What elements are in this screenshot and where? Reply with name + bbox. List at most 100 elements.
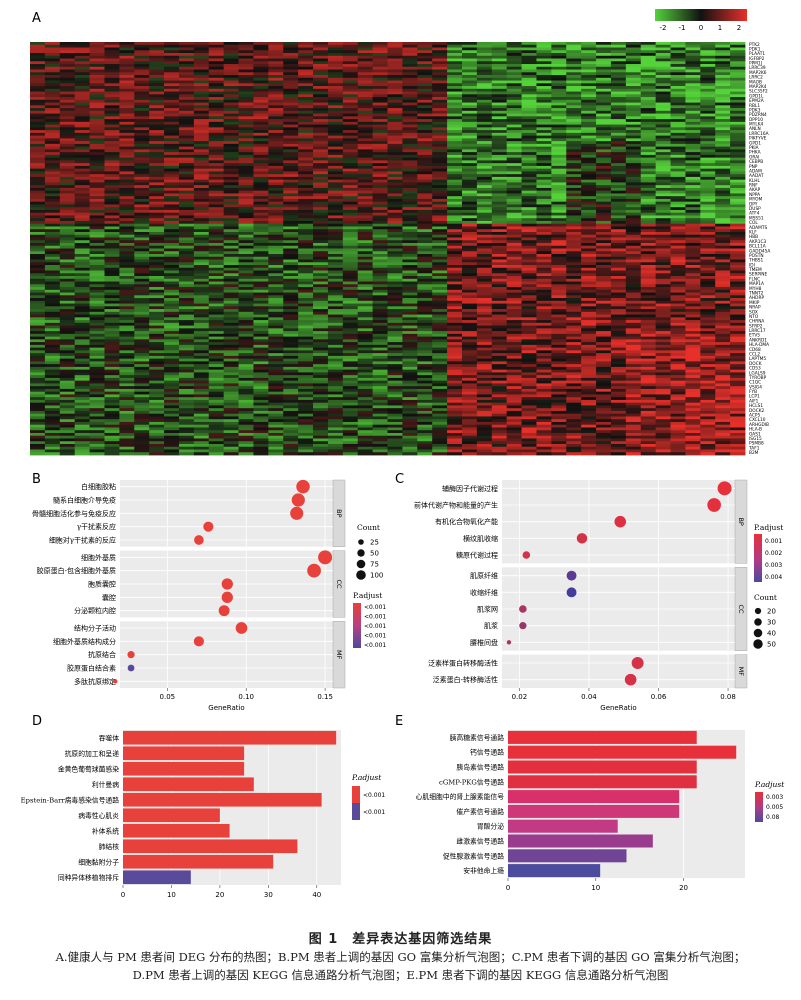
heatmap-cell (447, 121, 463, 125)
heatmap-cell (223, 256, 239, 260)
heatmap-cell (268, 196, 284, 200)
heatmap-cell (387, 108, 403, 112)
heatmap-cell (164, 193, 180, 197)
heatmap-cell (506, 105, 522, 109)
heatmap-cell (640, 218, 657, 222)
heatmap-cell (402, 165, 418, 170)
heatmap-cell (521, 198, 537, 203)
heatmap-cell (715, 237, 731, 241)
heatmap-cell (283, 64, 299, 68)
heatmap-cell (730, 322, 746, 326)
heatmap-cell (44, 265, 61, 269)
heatmap-cell (178, 215, 195, 219)
heatmap-cell (387, 97, 403, 101)
heatmap-cell (596, 185, 612, 189)
heatmap-cell (461, 69, 478, 73)
heatmap-cell (521, 311, 537, 315)
heatmap-cell (253, 119, 269, 123)
heatmap-cell (372, 276, 388, 280)
heatmap-cell (372, 44, 388, 48)
heatmap-cell (208, 314, 225, 318)
heatmap-cell (506, 303, 522, 307)
heatmap-cell (193, 58, 210, 62)
heatmap-cell (357, 99, 374, 103)
heatmap-cell (596, 174, 612, 178)
heatmap-cell (104, 75, 120, 79)
heatmap-cell (134, 309, 150, 313)
heatmap-cell (566, 220, 582, 225)
heatmap-cell (536, 99, 552, 103)
heatmap-cell (432, 289, 448, 293)
heatmap-cell (298, 311, 314, 315)
heatmap-cell (387, 168, 403, 172)
heatmap-cell (30, 278, 46, 282)
heatmap-cell (625, 86, 642, 90)
heatmap-cell (193, 298, 210, 302)
heatmap-cell (476, 64, 493, 68)
heatmap-cell (298, 265, 314, 269)
heatmap-cell (283, 273, 299, 277)
heatmap-cell (44, 154, 61, 159)
heatmap-cell (193, 229, 210, 233)
heatmap-cell (327, 187, 344, 192)
heatmap-cell (581, 80, 597, 84)
heatmap-cell (447, 298, 463, 302)
heatmap-cell (238, 314, 254, 318)
heatmap-cell (313, 295, 329, 299)
heatmap-cell (521, 174, 537, 178)
heatmap-cell (223, 267, 239, 271)
heatmap-cell (581, 102, 597, 106)
heatmap-cell (715, 215, 731, 219)
heatmap-cell (357, 138, 374, 142)
heatmap-cell (461, 149, 478, 153)
heatmap-cell (119, 72, 135, 76)
heatmap-cell (640, 248, 657, 252)
heatmap-cell (432, 201, 448, 205)
heatmap-cell (178, 281, 195, 285)
heatmap-cell (461, 91, 478, 95)
heatmap-cell (655, 198, 671, 203)
heatmap-cell (134, 245, 150, 249)
heatmap-cell (74, 171, 90, 175)
heatmap-cell (268, 325, 284, 329)
heatmap-cell (283, 198, 299, 203)
heatmap-cell (223, 53, 239, 57)
heatmap-cell (447, 179, 463, 183)
heatmap-cell (521, 108, 537, 112)
heatmap-cell (491, 190, 508, 194)
heatmap-cell (313, 55, 329, 59)
heatmap-cell (625, 273, 642, 277)
heatmap-cell (104, 276, 120, 280)
heatmap-cell (521, 201, 537, 205)
heatmap-cell (476, 135, 493, 139)
heatmap-cell (134, 72, 150, 76)
heatmap-cell (581, 168, 597, 172)
heatmap-cell (625, 132, 642, 137)
heatmap-cell (655, 130, 671, 134)
heatmap-cell (74, 179, 90, 183)
heatmap-cell (223, 44, 239, 48)
heatmap-cell (700, 212, 716, 216)
heatmap-cell (74, 160, 90, 164)
heatmap-cell (89, 141, 105, 145)
heatmap-cell (670, 254, 686, 258)
heatmap-cell (104, 179, 120, 183)
heatmap-cell (432, 309, 448, 313)
heatmap-cell (432, 193, 448, 197)
heatmap-cell (596, 83, 612, 87)
heatmap-cell (327, 75, 344, 79)
heatmap-cell (625, 69, 642, 73)
heatmap-cell (149, 119, 165, 123)
heatmap-cell (596, 171, 612, 175)
heatmap-cell (74, 149, 90, 153)
heatmap-cell (164, 163, 180, 167)
heatmap-cell (253, 55, 269, 59)
heatmap-cell (387, 265, 403, 269)
heatmap-cell (491, 185, 508, 189)
heatmap-cell (402, 143, 418, 148)
heatmap-cell (506, 267, 522, 271)
heatmap-cell (551, 320, 567, 324)
heatmap-cell (253, 298, 269, 302)
heatmap-cell (417, 278, 433, 282)
heatmap-cell (178, 135, 195, 139)
